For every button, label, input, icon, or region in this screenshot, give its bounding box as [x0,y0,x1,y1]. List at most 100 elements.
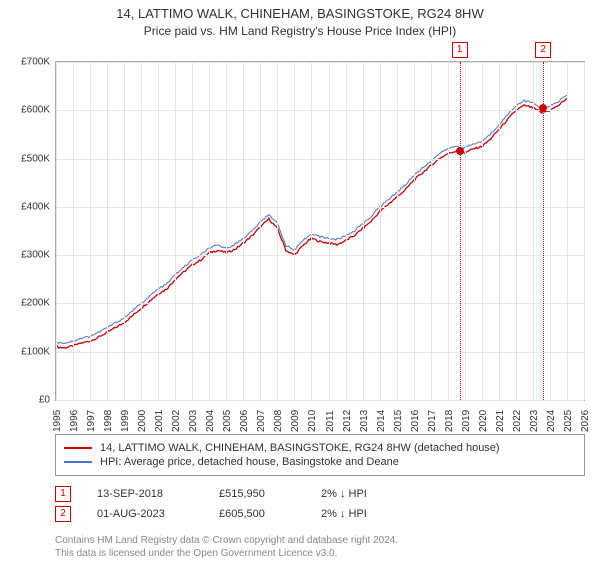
gridline-v [516,62,517,400]
attribution-line1: Contains HM Land Registry data © Crown c… [55,534,585,547]
sales-delta-0: 2% ↓ HPI [321,488,421,500]
gridline-v [346,62,347,400]
plot-area: £0£100K£200K£300K£400K£500K£600K£700K199… [55,61,585,401]
sales-marker-0: 1 [55,486,71,502]
gridline-v [73,62,74,400]
marker-line-2 [543,62,544,400]
gridline-v [226,62,227,400]
legend-box: 14, LATTIMO WALK, CHINEHAM, BASINGSTOKE,… [55,434,585,476]
gridline-v [448,62,449,400]
sales-price-0: £515,950 [219,488,299,500]
y-axis-label: £0 [39,395,50,406]
gridline-v [431,62,432,400]
sales-delta-1: 2% ↓ HPI [321,508,421,520]
x-axis-label: 2017 [427,410,438,432]
x-axis-label: 2026 [580,410,591,432]
gridline-v [90,62,91,400]
x-axis-label: 2016 [410,410,421,432]
gridline-v [584,62,585,400]
gridline-h [56,207,584,208]
gridline-v [550,62,551,400]
gridline-v [277,62,278,400]
legend-row-0: 14, LATTIMO WALK, CHINEHAM, BASINGSTOKE,… [64,442,576,454]
x-axis-label: 2019 [461,410,472,432]
gridline-v [294,62,295,400]
marker-dot-1 [456,147,464,155]
gridline-v [260,62,261,400]
sales-table: 1 13-SEP-2018 £515,950 2% ↓ HPI 2 01-AUG… [55,482,585,526]
x-axis-label: 2022 [512,410,523,432]
chart-title-line1: 14, LATTIMO WALK, CHINEHAM, BASINGSTOKE,… [0,6,600,21]
gridline-v [209,62,210,400]
gridline-v [192,62,193,400]
x-axis-label: 2013 [359,410,370,432]
gridline-v [380,62,381,400]
x-axis-label: 2006 [239,410,250,432]
x-axis-label: 2025 [563,410,574,432]
gridline-v [175,62,176,400]
gridline-h [56,400,584,401]
gridline-v [397,62,398,400]
x-axis-label: 1997 [86,410,97,432]
x-axis-label: 2023 [529,410,540,432]
gridline-v [141,62,142,400]
gridline-h [56,62,584,63]
x-axis-label: 1999 [120,410,131,432]
gridline-v [56,62,57,400]
x-axis-label: 2002 [171,410,182,432]
sales-date-0: 13-SEP-2018 [97,488,197,500]
x-axis-label: 1998 [103,410,114,432]
y-axis-label: £700K [21,57,50,68]
gridline-v [243,62,244,400]
x-axis-label: 1995 [52,410,63,432]
x-axis-label: 2011 [325,410,336,432]
attribution-line2: This data is licensed under the Open Gov… [55,547,585,560]
gridline-v [124,62,125,400]
gridline-v [533,62,534,400]
gridline-v [158,62,159,400]
y-axis-label: £100K [21,346,50,357]
gridline-v [414,62,415,400]
gridline-v [107,62,108,400]
x-axis-label: 2018 [444,410,455,432]
x-axis-label: 2000 [137,410,148,432]
x-axis-label: 2007 [256,410,267,432]
gridline-v [311,62,312,400]
x-axis-label: 2009 [290,410,301,432]
gridline-v [482,62,483,400]
x-axis-label: 1996 [69,410,80,432]
legend-row-1: HPI: Average price, detached house, Basi… [64,456,576,468]
y-axis-label: £200K [21,298,50,309]
sales-row-0: 1 13-SEP-2018 £515,950 2% ↓ HPI [55,486,585,502]
sales-date-1: 01-AUG-2023 [97,508,197,520]
sales-price-1: £605,500 [219,508,299,520]
marker-dot-2 [539,104,547,112]
x-axis-label: 2005 [222,410,233,432]
x-axis-label: 2015 [393,410,404,432]
sales-marker-1: 2 [55,506,71,522]
legend-label-1: HPI: Average price, detached house, Basi… [100,456,399,468]
legend-label-0: 14, LATTIMO WALK, CHINEHAM, BASINGSTOKE,… [100,442,500,454]
x-axis-label: 2003 [188,410,199,432]
gridline-v [329,62,330,400]
gridline-h [56,255,584,256]
legend-swatch-0 [64,447,92,449]
chart-lines-svg [56,62,584,400]
x-axis-label: 2014 [376,410,387,432]
x-axis-label: 2004 [205,410,216,432]
y-axis-label: £600K [21,105,50,116]
y-axis-label: £500K [21,153,50,164]
x-axis-label: 2020 [478,410,489,432]
gridline-v [363,62,364,400]
gridline-h [56,303,584,304]
marker-box-1: 1 [452,42,468,58]
gridline-v [465,62,466,400]
gridline-v [567,62,568,400]
gridline-v [499,62,500,400]
x-axis-label: 2008 [273,410,284,432]
x-axis-label: 2010 [307,410,318,432]
y-axis-label: £400K [21,201,50,212]
x-axis-label: 2001 [154,410,165,432]
attribution: Contains HM Land Registry data © Crown c… [55,534,585,560]
x-axis-label: 2012 [342,410,353,432]
